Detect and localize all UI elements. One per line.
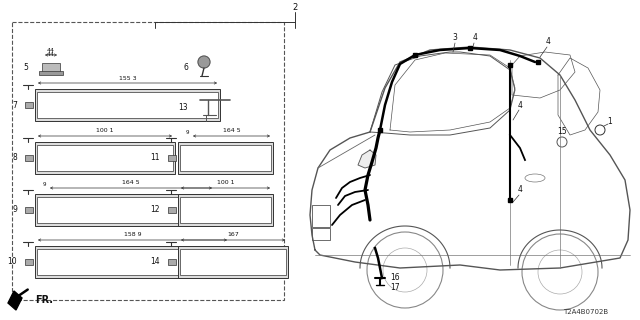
Bar — [178, 142, 273, 174]
Bar — [12, 22, 284, 300]
Bar — [178, 194, 273, 226]
Bar — [312, 205, 330, 227]
Text: 16: 16 — [390, 274, 399, 283]
Text: 5: 5 — [23, 63, 28, 73]
Bar — [37, 145, 173, 171]
Text: FR.: FR. — [35, 295, 53, 305]
Text: 100 1: 100 1 — [217, 180, 234, 186]
Text: T2A4B0702B: T2A4B0702B — [563, 309, 608, 315]
Text: 12: 12 — [150, 205, 160, 214]
Text: 9: 9 — [186, 131, 189, 135]
Bar — [37, 197, 213, 223]
Text: 164 5: 164 5 — [122, 180, 140, 186]
Text: 44: 44 — [47, 52, 55, 58]
Text: 7: 7 — [12, 100, 17, 109]
Text: 167: 167 — [227, 233, 239, 237]
Bar — [37, 249, 228, 275]
Bar — [178, 246, 288, 278]
Text: 2: 2 — [292, 4, 298, 12]
Text: 4: 4 — [545, 37, 550, 46]
Bar — [168, 207, 176, 213]
Bar — [312, 228, 330, 240]
Bar — [168, 155, 176, 161]
Polygon shape — [8, 291, 22, 310]
Text: 158 9: 158 9 — [124, 233, 141, 237]
Bar — [25, 207, 33, 213]
Text: 11: 11 — [150, 154, 160, 163]
Text: 6: 6 — [183, 63, 188, 73]
Text: 14: 14 — [150, 258, 160, 267]
Circle shape — [198, 56, 210, 68]
Bar — [39, 71, 63, 75]
Bar — [35, 142, 175, 174]
Text: 1: 1 — [607, 117, 612, 126]
Text: 9: 9 — [43, 182, 47, 188]
Bar — [168, 259, 176, 265]
Bar — [35, 246, 230, 278]
Text: 15: 15 — [557, 127, 567, 137]
Text: 155 3: 155 3 — [118, 76, 136, 81]
Bar — [180, 197, 271, 223]
Bar — [42, 63, 60, 72]
Text: 13: 13 — [179, 103, 188, 113]
Text: 8: 8 — [12, 154, 17, 163]
Bar — [35, 89, 220, 121]
Bar — [25, 102, 33, 108]
Bar — [25, 155, 33, 161]
Text: 44: 44 — [47, 49, 55, 53]
Bar — [180, 145, 271, 171]
Text: 100 1: 100 1 — [96, 129, 114, 133]
Text: 4: 4 — [472, 34, 477, 43]
Bar — [35, 194, 215, 226]
Text: 4: 4 — [518, 100, 522, 109]
Text: 164 5: 164 5 — [223, 129, 240, 133]
Text: 4: 4 — [518, 186, 522, 195]
Text: 10: 10 — [8, 258, 17, 267]
Text: 3: 3 — [452, 34, 458, 43]
Polygon shape — [358, 150, 376, 168]
Bar — [180, 249, 286, 275]
Text: 17: 17 — [390, 284, 399, 292]
Bar — [37, 92, 218, 118]
Text: 9: 9 — [12, 205, 17, 214]
Bar — [25, 259, 33, 265]
